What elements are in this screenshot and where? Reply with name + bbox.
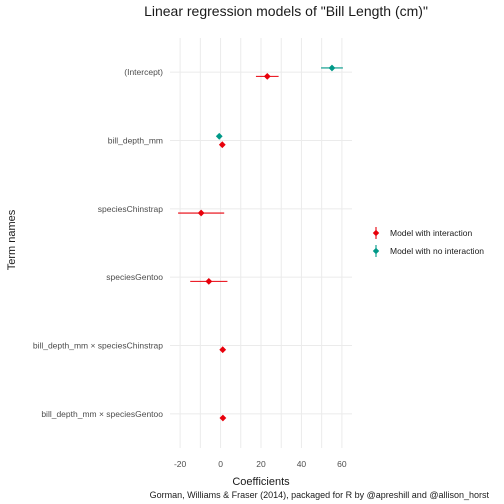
y-tick-label-bill-depth-mm-specieschinstrap: bill_depth_mm × speciesChinstrap	[33, 341, 163, 351]
y-tick-label-intercept: (Intercept)	[124, 67, 163, 77]
x-tick-label: 60	[337, 459, 347, 469]
point-model-with-interaction-bill-depth-mm	[218, 141, 226, 149]
grid	[170, 38, 352, 448]
data-marks	[178, 64, 343, 422]
y-tick-label-specieschinstrap: speciesChinstrap	[98, 204, 163, 214]
point-model-with-no-interaction-intercept	[328, 64, 336, 72]
point-model-with-interaction-bill-depth-mm-speciesgentoo	[219, 414, 227, 422]
x-tick-label: -20	[174, 459, 187, 469]
point-model-with-interaction-bill-depth-mm-specieschinstrap	[219, 346, 227, 354]
y-tick-labels: (Intercept) bill_depth_mm speciesChinstrap…	[33, 67, 163, 419]
point-model-with-interaction-specieschinstrap	[197, 209, 205, 217]
x-tick-label: 0	[218, 459, 223, 469]
x-axis-title: Coefficients	[232, 476, 290, 488]
chart-title: Linear regression models of "Bill Length…	[144, 3, 428, 19]
point-model-with-no-interaction-bill-depth-mm	[215, 132, 223, 140]
y-tick-label-bill-depth-mm-speciesgentoo: bill_depth_mm × speciesGentoo	[41, 409, 163, 419]
legend-label-model-with-interaction: Model with interaction	[390, 228, 472, 238]
point-model-with-interaction-speciesgentoo	[205, 277, 213, 285]
y-tick-label-bill-depth-mm: bill_depth_mm	[108, 136, 163, 146]
x-tick-label: 20	[256, 459, 266, 469]
y-tick-label-speciesgentoo: speciesGentoo	[106, 272, 163, 282]
legend-key-point-model-with-interaction	[372, 229, 380, 237]
x-tick-labels: -20 0 20 40 60	[174, 459, 347, 469]
legend-key-point-model-with-no-interaction	[372, 247, 380, 255]
legend-label-model-with-no-interaction: Model with no interaction	[390, 246, 484, 256]
chart-caption: Gorman, Williams & Fraser (2014), packag…	[150, 490, 490, 500]
point-model-with-interaction-intercept	[263, 72, 271, 80]
legend: Model with interaction Model with no inte…	[372, 227, 484, 257]
y-axis-title: Term names	[6, 209, 18, 270]
x-tick-label: 40	[297, 459, 307, 469]
